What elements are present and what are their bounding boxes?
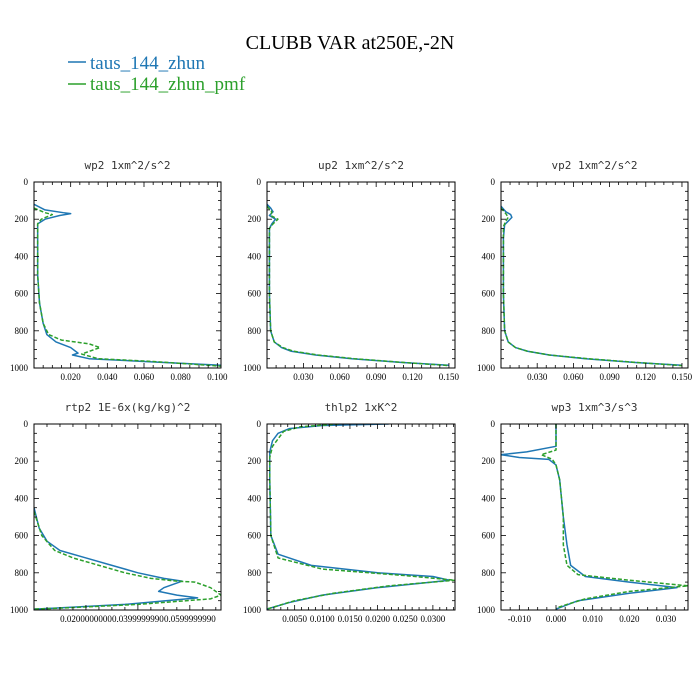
y-tick-label: 1000: [477, 605, 496, 615]
panel-title: rtp2 1E-6x(kg/kg)^2: [65, 401, 191, 414]
series-line-2: [34, 207, 221, 367]
x-tick-label: -0.010: [508, 614, 532, 624]
series-line-1: [34, 507, 199, 610]
series-line-2: [267, 424, 455, 610]
x-tick-label: 0.150: [439, 372, 460, 382]
x-tick-label: 0.030: [293, 372, 314, 382]
x-tick-label: 0.090: [366, 372, 387, 382]
y-tick-label: 400: [482, 251, 496, 261]
y-tick-label: 600: [482, 531, 496, 541]
panels: wp2 1xm^2/s^2 0 200 400 600 800 1000 0.020 0.040…: [10, 159, 693, 624]
series-line-1: [501, 424, 678, 610]
x-tick-label: 0.0250: [393, 614, 418, 624]
x-tick-label: 0.0050: [282, 614, 307, 624]
legend-entry-2: taus_144_zhun_pmf: [68, 74, 246, 95]
y-tick-label: 200: [482, 456, 496, 466]
figure-title: CLUBB VAR at250E,-2N: [246, 32, 455, 54]
panel-title: up2 1xm^2/s^2: [318, 159, 404, 172]
x-tick-label: 0.100: [207, 372, 228, 382]
x-tick-label: 0.030: [527, 372, 548, 382]
x-tick-label: 0.0100: [310, 614, 335, 624]
y-tick-label: 600: [482, 289, 496, 299]
y-tick-label: 800: [482, 326, 496, 336]
x-tick-label: 0.0200000000: [60, 614, 112, 624]
y-tick-label: 400: [248, 493, 262, 503]
x-tick-label: 0.010: [583, 614, 604, 624]
x-tick-label: 0.000: [546, 614, 567, 624]
y-tick-label: 0: [257, 419, 262, 429]
y-tick-label: 600: [15, 531, 29, 541]
y-tick-label: 800: [15, 326, 29, 336]
panel-1: wp2 1xm^2/s^2 0 200 400 600 800 1000 0.020 0.040…: [10, 159, 228, 382]
x-tick-label: 0.080: [171, 372, 192, 382]
y-tick-label: 600: [15, 289, 29, 299]
series-line-2: [540, 424, 688, 609]
y-tick-label: 400: [15, 493, 29, 503]
x-tick-label: 0.0599999990: [164, 614, 216, 624]
panel-6: wp3 1xm^3/s^3 0 200 400 600 800 1000 -0.010 0.00…: [477, 401, 689, 624]
y-tick-label: 1000: [243, 363, 262, 373]
legend-label-2: taus_144_zhun_pmf: [90, 74, 246, 95]
y-tick-label: 1000: [10, 363, 29, 373]
x-tick-label: 0.0300: [421, 614, 446, 624]
y-tick-label: 0: [491, 177, 496, 187]
x-tick-label: 0.120: [402, 372, 423, 382]
y-tick-label: 400: [248, 251, 262, 261]
y-tick-label: 200: [15, 214, 29, 224]
x-tick-label: 0.020: [619, 614, 640, 624]
panel-4: rtp2 1E-6x(kg/kg)^2 0 200 400 600 800 1000 0.02…: [10, 401, 222, 624]
panel-2: up2 1xm^2/s^2 0 200 400 600 800 1000 0.030 0.060…: [243, 159, 460, 382]
panel-title: wp2 1xm^2/s^2: [84, 159, 170, 172]
x-tick-label: 0.0150: [338, 614, 363, 624]
panel-title: vp2 1xm^2/s^2: [551, 159, 637, 172]
legend-label-1: taus_144_zhun: [90, 53, 206, 74]
y-tick-label: 0: [24, 177, 29, 187]
plot-frame: [500, 181, 689, 369]
x-tick-label: 0.0200: [365, 614, 390, 624]
y-tick-label: 800: [248, 568, 262, 578]
y-tick-label: 800: [248, 326, 262, 336]
y-tick-label: 1000: [10, 605, 29, 615]
x-tick-label: 0.040: [97, 372, 118, 382]
x-tick-label: 0.090: [599, 372, 620, 382]
y-tick-label: 200: [248, 456, 262, 466]
series-line-2: [267, 205, 449, 367]
x-tick-label: 0.020: [61, 372, 82, 382]
panel-title: thlp2 1xK^2: [325, 401, 398, 414]
x-tick-label: 0.120: [636, 372, 657, 382]
y-tick-label: 0: [491, 419, 496, 429]
y-tick-label: 1000: [477, 363, 496, 373]
y-tick-label: 800: [15, 568, 29, 578]
x-tick-label: 0.060: [563, 372, 584, 382]
x-tick-label: 0.060: [134, 372, 155, 382]
legend-entry-1: taus_144_zhun: [68, 53, 206, 74]
x-tick-label: 0.060: [330, 372, 351, 382]
x-tick-label: 0.150: [672, 372, 693, 382]
panel-title: wp3 1xm^3/s^3: [551, 401, 637, 414]
panel-5: thlp2 1xK^2 0 200 400 600 800 1000 0.0050 0.0100…: [243, 401, 456, 624]
series-line-1: [267, 203, 449, 366]
y-tick-label: 400: [482, 493, 496, 503]
y-tick-label: 400: [15, 251, 29, 261]
x-tick-label: 0.0399999990: [112, 614, 164, 624]
y-tick-label: 0: [24, 419, 29, 429]
y-tick-label: 200: [248, 214, 262, 224]
panel-3: vp2 1xm^2/s^2 0 200 400 600 800 1000 0.030 0.060…: [477, 159, 693, 382]
y-tick-label: 1000: [243, 605, 262, 615]
legend: taus_144_zhun taus_144_zhun_pmf: [68, 53, 246, 95]
y-tick-label: 0: [257, 177, 262, 187]
y-tick-label: 200: [15, 456, 29, 466]
plot-frame: [266, 181, 456, 369]
series-line-1: [34, 203, 221, 366]
x-tick-label: 0.030: [656, 614, 677, 624]
y-tick-label: 600: [248, 531, 262, 541]
y-tick-label: 200: [482, 214, 496, 224]
series-line-2: [501, 207, 683, 367]
y-tick-label: 800: [482, 568, 496, 578]
series-line-1: [501, 205, 683, 366]
series-line-1: [267, 424, 451, 610]
series-line-2: [34, 511, 221, 610]
y-tick-label: 600: [248, 289, 262, 299]
